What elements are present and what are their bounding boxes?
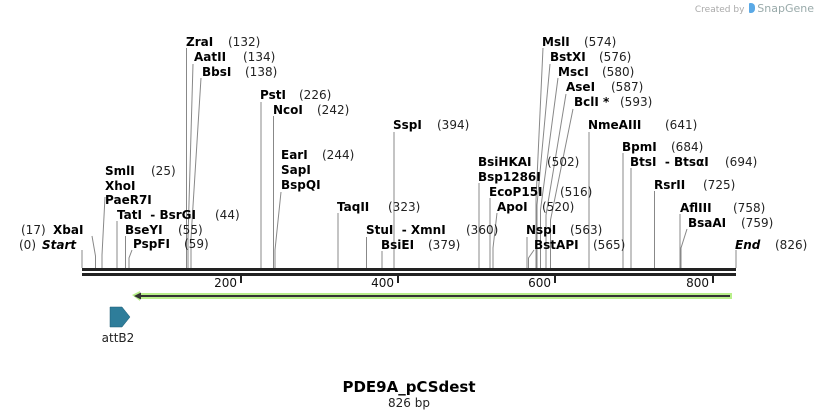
site-apoi[interactable]: ApoI <box>497 200 528 214</box>
backbone-bottom-strand <box>82 273 736 276</box>
site-bbsi[interactable]: BbsI <box>202 65 231 79</box>
tick-label-800: 800 <box>686 276 709 290</box>
site-bsp1286i[interactable]: Bsp1286I <box>478 170 541 184</box>
site-pos-psti: (226) <box>299 88 331 102</box>
site-bseyi[interactable]: BseYI <box>125 223 163 237</box>
snapgene-credit: Created by SnapGene <box>695 2 814 15</box>
site-asei[interactable]: AseI <box>566 80 595 94</box>
site-pos-nspi: (563) <box>570 223 602 237</box>
site-pos-bstxi: (576) <box>599 50 631 64</box>
site-nspi[interactable]: NspI <box>526 223 556 237</box>
site-pos-bsihkai: (502) <box>547 155 579 169</box>
site-pos-smli: (25) <box>151 164 176 178</box>
site-pos-eari: (244) <box>322 148 354 162</box>
orf-feature-arrow[interactable] <box>132 291 732 301</box>
site-pos-apoi: (520) <box>542 200 574 214</box>
sequence-title: PDE9A_pCSdest <box>342 378 476 396</box>
site-pos-taqii: (323) <box>388 200 420 214</box>
site-eari[interactable]: EarI <box>281 148 308 162</box>
site-pos-tati: (44) <box>215 208 240 222</box>
site-bpmi[interactable]: BpmI <box>622 140 657 154</box>
site-bspqi[interactable]: BspQI <box>281 178 321 192</box>
site-pos-xbai: (17) <box>21 223 46 237</box>
backbone-top-strand <box>82 268 736 271</box>
tick-label-200: 200 <box>214 276 237 290</box>
site-stui-xmni[interactable]: StuI - XmnI <box>366 223 446 237</box>
site-pos-bsiei: (379) <box>428 238 460 252</box>
site-pos-bseyi: (55) <box>178 223 203 237</box>
credit-prefix: Created by <box>694 5 745 15</box>
tick-label-600: 600 <box>528 276 551 290</box>
site-labels: (0) Start End (826) (17) XbaI SmlI (25) … <box>19 35 807 252</box>
site-zrai[interactable]: ZraI <box>186 35 213 49</box>
site-nmeaiii[interactable]: NmeAIII <box>588 118 641 132</box>
site-pos-bcli: (593) <box>620 95 652 109</box>
site-bsiei[interactable]: BsiEI <box>381 238 414 252</box>
site-taqii[interactable]: TaqII <box>337 200 369 214</box>
site-bstapi[interactable]: BstAPI <box>534 238 579 252</box>
site-sapi[interactable]: SapI <box>281 163 311 177</box>
site-pos-afliii: (758) <box>733 201 765 215</box>
site-pos-asei: (587) <box>611 80 643 94</box>
site-smli[interactable]: SmlI <box>105 164 135 178</box>
site-xhoi[interactable]: XhoI <box>105 179 136 193</box>
sequence-length: 826 bp <box>388 396 430 410</box>
start-label: Start <box>42 238 77 252</box>
site-pos-bpmi: (684) <box>671 140 703 154</box>
site-pos-aatii: (134) <box>243 50 275 64</box>
site-bstxi[interactable]: BstXI <box>550 50 586 64</box>
site-pos-ecop15i: (516) <box>560 185 592 199</box>
start-pos: (0) <box>19 238 36 252</box>
site-msli[interactable]: MslI <box>542 35 570 49</box>
site-pos-rsrii: (725) <box>703 178 735 192</box>
site-lines <box>81 47 737 268</box>
axis-ticks: 200 400 600 800 <box>214 276 714 290</box>
attb2-label: attB2 <box>102 331 135 345</box>
site-tati-bsrgi[interactable]: TatI - BsrGI <box>117 208 196 222</box>
site-afliii[interactable]: AflIII <box>680 201 712 215</box>
end-label: End <box>735 238 761 252</box>
site-pos-bstapi: (565) <box>593 238 625 252</box>
snapgene-logo-icon <box>749 3 756 13</box>
site-pos-zrai: (132) <box>228 35 260 49</box>
site-rsrii[interactable]: RsrII <box>654 178 685 192</box>
site-pos-msli: (574) <box>584 35 616 49</box>
site-msci[interactable]: MscI <box>558 65 589 79</box>
tick-label-400: 400 <box>371 276 394 290</box>
site-paer7i[interactable]: PaeR7I <box>105 193 152 207</box>
site-pos-sspi: (394) <box>437 118 469 132</box>
site-bsaai[interactable]: BsaAI <box>688 216 726 230</box>
site-btsi-btsai[interactable]: BtsI - BtsαI <box>630 155 709 169</box>
site-pos-ncoi: (242) <box>317 103 349 117</box>
site-pos-bbsi: (138) <box>245 65 277 79</box>
site-sspi[interactable]: SspI <box>393 118 422 132</box>
site-bsihkai[interactable]: BsiHKAI <box>478 155 532 169</box>
site-pos-stui: (360) <box>466 223 498 237</box>
site-xbai[interactable]: XbaI <box>53 223 83 237</box>
site-pos-msci: (580) <box>602 65 634 79</box>
site-ncoi[interactable]: NcoI <box>273 103 303 117</box>
credit-brand: SnapGene <box>757 2 814 15</box>
site-psti[interactable]: PstI <box>260 88 286 102</box>
attb2-feature-arrow[interactable] <box>109 306 131 328</box>
end-pos: (826) <box>775 238 807 252</box>
site-pos-pspfi: (59) <box>184 237 209 251</box>
site-pos-nmeaiii: (641) <box>665 118 697 132</box>
site-pspfi[interactable]: PspFI <box>133 237 170 251</box>
site-aatii[interactable]: AatII <box>194 50 226 64</box>
site-bcli[interactable]: BclI * <box>574 95 610 109</box>
site-pos-bsaai: (759) <box>741 216 773 230</box>
site-pos-btsi: (694) <box>725 155 757 169</box>
site-ecop15i[interactable]: EcoP15I <box>489 185 543 199</box>
